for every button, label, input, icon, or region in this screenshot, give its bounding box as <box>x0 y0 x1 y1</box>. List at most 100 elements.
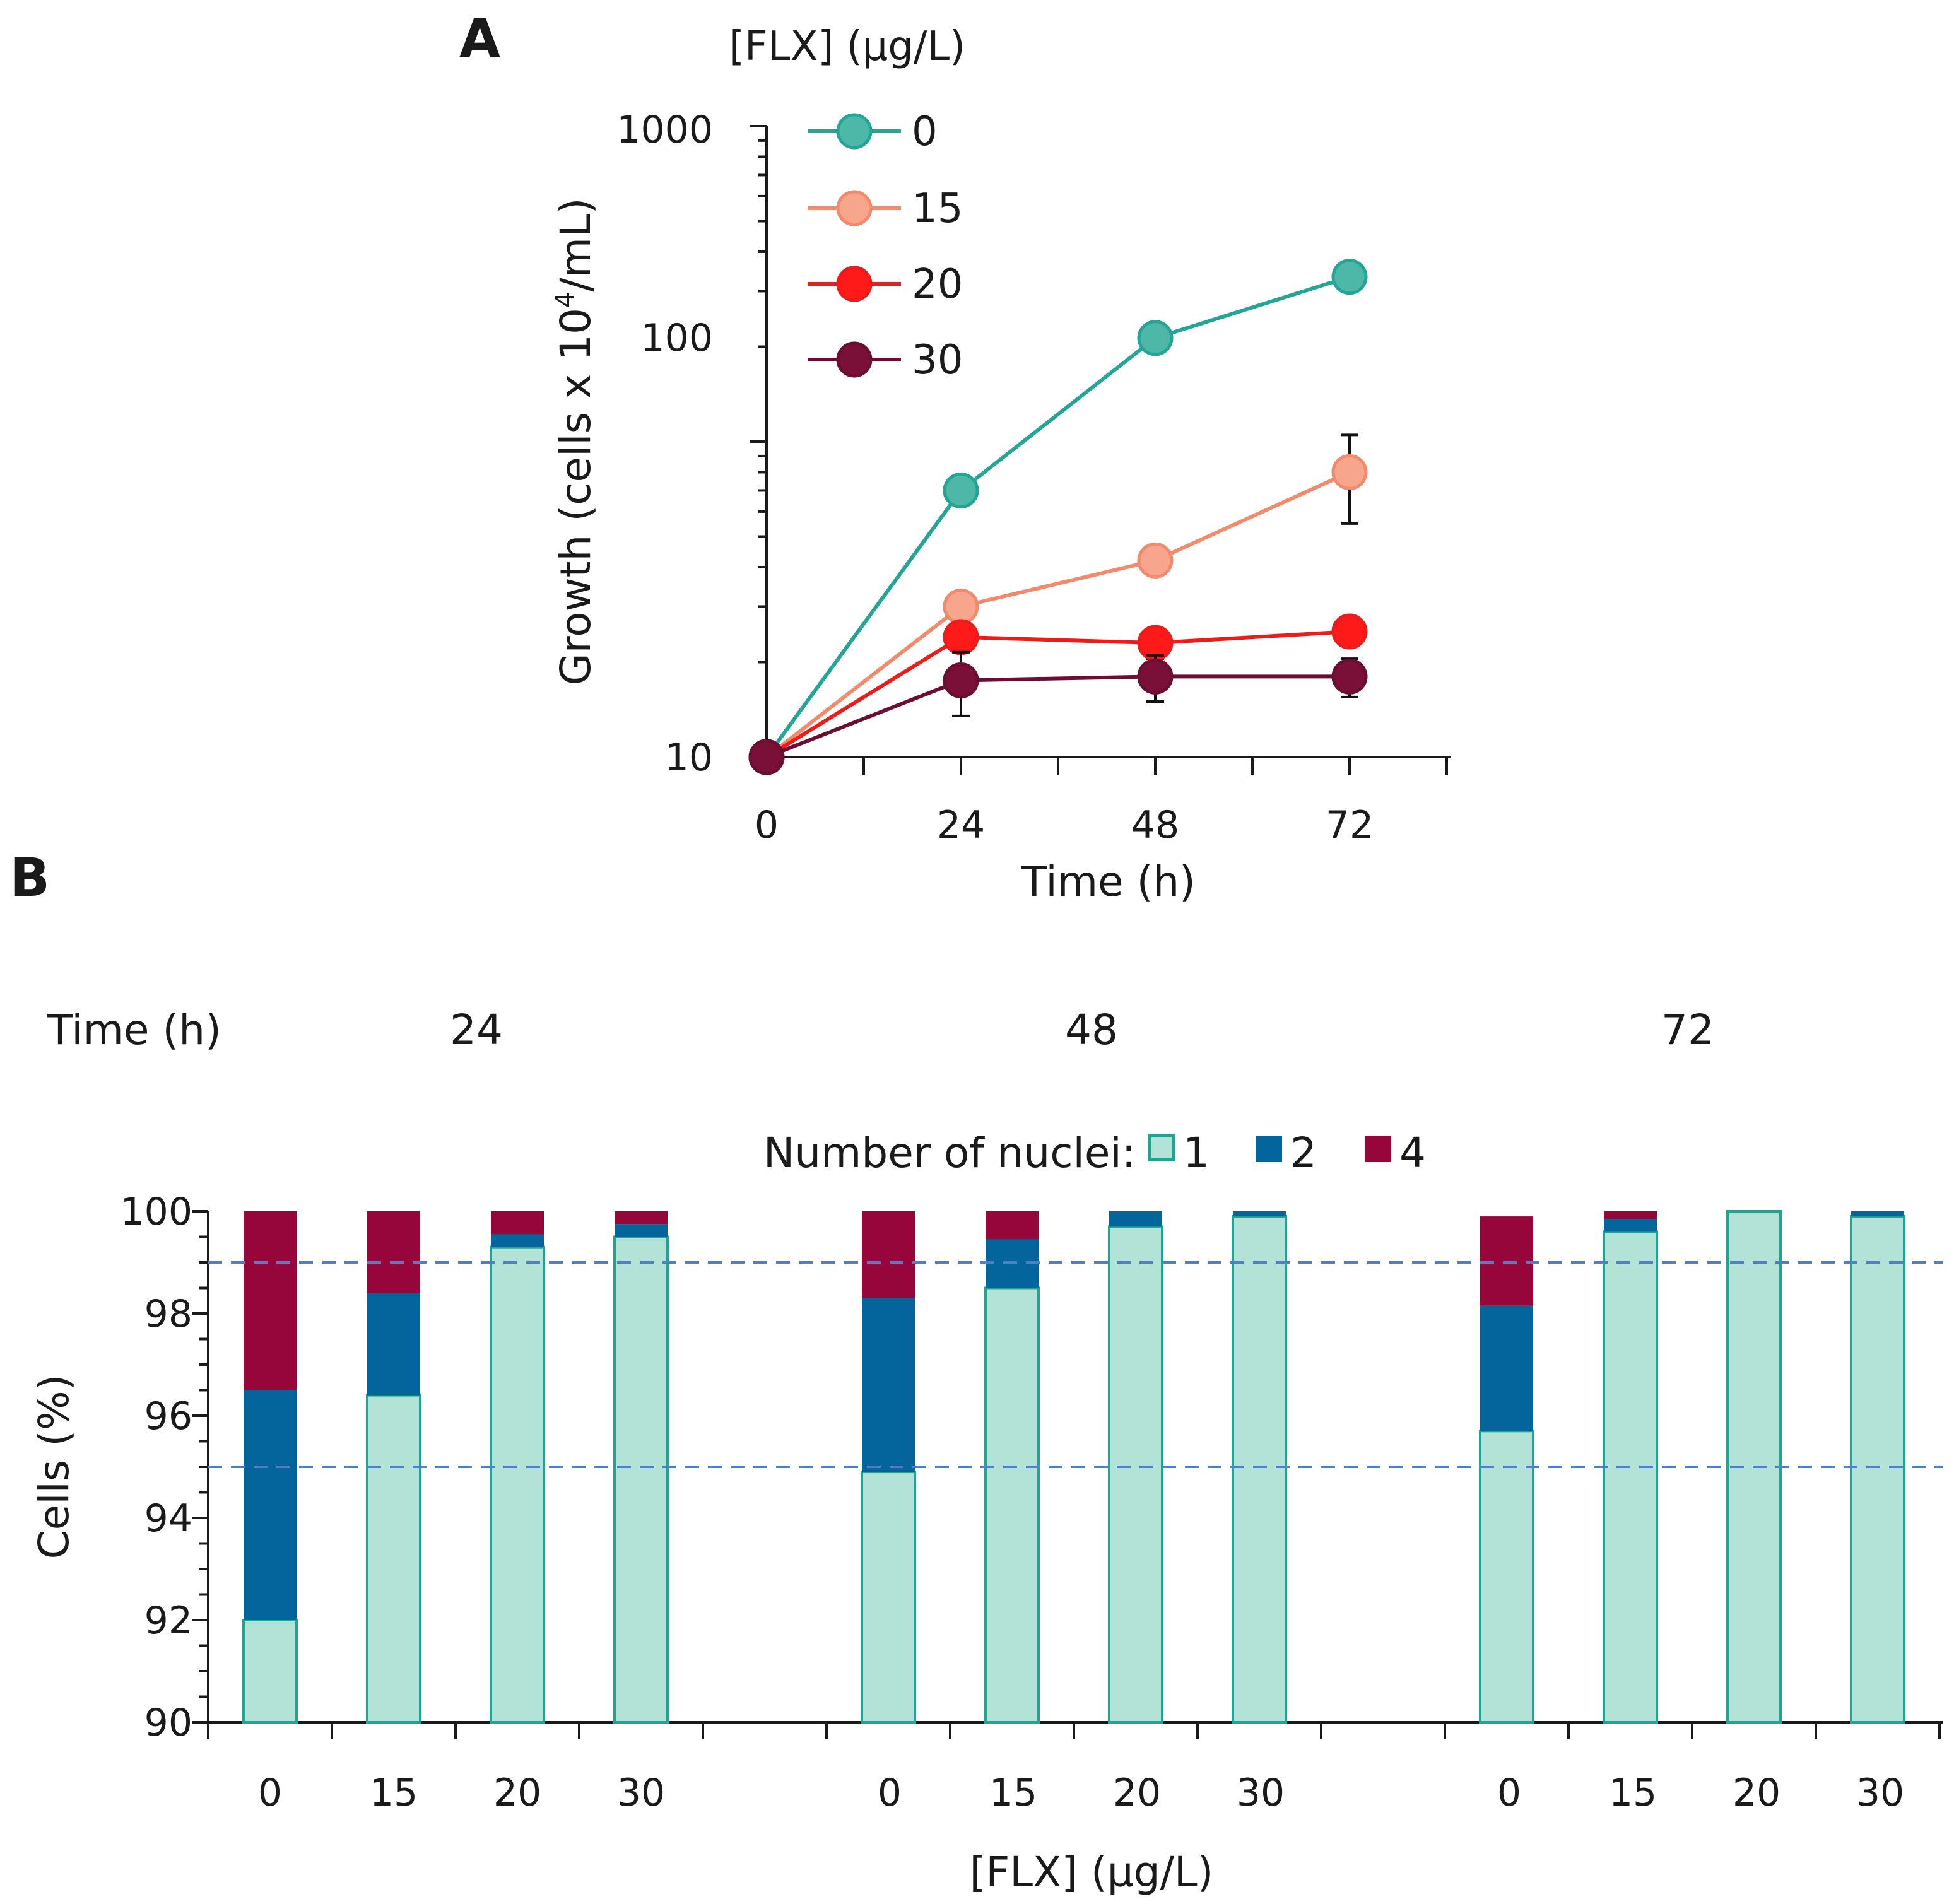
b-group-label: 72 <box>1661 1006 1714 1054</box>
legend-label-nuclei-2: 2 <box>1290 1129 1317 1177</box>
panel-a-series <box>748 259 1368 775</box>
series-15-point <box>943 588 979 625</box>
a-y-axis-title: Growth (cells x 104/mL) <box>551 197 600 685</box>
b-category-label: 20 <box>493 1771 541 1815</box>
series-15-point <box>1137 542 1174 579</box>
series-20-point <box>943 619 979 655</box>
bar-48h-15-nuclei-2 <box>986 1239 1039 1288</box>
panel-a-legend: [FLX] (µg/L) 0 15 20 30 <box>729 23 965 384</box>
panel-b-legend: Number of nuclei: 1 2 4 <box>763 1129 1426 1177</box>
panel-b-letter: B <box>9 847 50 908</box>
legend-label-nuclei-4: 4 <box>1399 1129 1426 1177</box>
legend-swatch-nuclei-4 <box>1365 1136 1391 1162</box>
series-0-point <box>1331 259 1368 295</box>
panel-b-x-ticks <box>207 1722 1941 1739</box>
bar-72h-0-nuclei-2 <box>1480 1305 1533 1431</box>
b-y-tick-label: 96 <box>144 1394 192 1438</box>
series-30-point <box>1137 658 1174 695</box>
panel-b-reference-lines <box>208 1261 1943 1468</box>
a-x-axis-title: Time (h) <box>1021 857 1196 906</box>
legend-a-label-0: 0 <box>912 109 938 155</box>
series-30-line <box>765 674 1350 759</box>
bar-24h-15-nuclei-2 <box>367 1293 420 1396</box>
bar-48h-0-nuclei-2 <box>862 1298 915 1472</box>
bar-72h-15-nuclei-2 <box>1604 1219 1657 1232</box>
legend-b-title: Number of nuclei: <box>763 1129 1136 1177</box>
bar-24h-20-nuclei-2 <box>491 1234 544 1247</box>
b-group-label: 24 <box>450 1006 503 1054</box>
b-y-tick-label: 90 <box>144 1701 192 1745</box>
b-y-tick-label: 92 <box>144 1599 192 1643</box>
bar-48h-20-nuclei-1 <box>1108 1225 1163 1724</box>
bar-24h-0-nuclei-1 <box>242 1619 298 1724</box>
b-category-label: 15 <box>989 1771 1037 1815</box>
bar-24h-0-nuclei-4 <box>244 1211 297 1390</box>
bar-72h-15-nuclei-1 <box>1603 1230 1658 1724</box>
series-30-point <box>1331 658 1368 695</box>
legend-swatch-nuclei-2 <box>1256 1136 1282 1162</box>
bar-24h-30-nuclei-1 <box>613 1235 669 1724</box>
b-category-label: 0 <box>878 1771 902 1815</box>
bar-48h-30-nuclei-2 <box>1233 1211 1286 1217</box>
b-category-label: 30 <box>617 1771 665 1815</box>
a-y-title-main: Growth (cells x 10 <box>551 308 600 686</box>
bar-48h-0-nuclei-4 <box>862 1211 915 1298</box>
legend-a-label-30: 30 <box>912 337 963 384</box>
bar-24h-15-nuclei-1 <box>366 1394 421 1724</box>
bar-72h-30-nuclei-1 <box>1850 1215 1905 1724</box>
series-20-point <box>1331 613 1368 650</box>
bar-48h-0-nuclei-1 <box>861 1471 916 1724</box>
a-y-tick-label: 100 <box>640 316 713 360</box>
bar-72h-15-nuclei-4 <box>1604 1211 1657 1219</box>
legend-a-marker-15 <box>836 190 873 226</box>
legend-a-marker-0 <box>836 113 873 150</box>
b-x-axis-title: [FLX] (µg/L) <box>970 1848 1214 1896</box>
bar-24h-20-nuclei-1 <box>490 1245 545 1724</box>
bar-24h-15-nuclei-4 <box>367 1211 420 1293</box>
panel-a-letter: A <box>459 8 500 69</box>
b-y-tick-label: 94 <box>144 1496 192 1541</box>
bar-48h-15-nuclei-4 <box>986 1211 1039 1240</box>
series-20-line <box>765 630 1350 759</box>
b-category-label: 30 <box>1237 1771 1285 1815</box>
b-category-label: 15 <box>370 1771 418 1815</box>
series-30-point <box>748 739 785 775</box>
legend-swatch-nuclei-1 <box>1148 1134 1175 1161</box>
b-category-label: 15 <box>1609 1771 1657 1815</box>
b-category-label: 30 <box>1856 1771 1904 1815</box>
b-category-label: 0 <box>258 1771 282 1815</box>
panel-b: B Time (h) 24 48 72 Number of nuclei: 1 … <box>9 847 1943 1896</box>
series-0-point <box>943 472 979 508</box>
b-y-tick-label: 98 <box>144 1292 192 1336</box>
panel-b-y-ticks <box>192 1210 208 1724</box>
bar-48h-15-nuclei-1 <box>984 1286 1040 1724</box>
bar-72h-0-nuclei-1 <box>1479 1430 1534 1724</box>
series-15-line <box>765 470 1351 759</box>
legend-a-label-15: 15 <box>912 185 963 232</box>
a-y-tick-label: 10 <box>665 736 713 780</box>
b-y-axis-title: Cells (%) <box>30 1375 78 1560</box>
legend-a-title: [FLX] (µg/L) <box>729 23 965 70</box>
a-y-title-sup: 4 <box>551 292 580 308</box>
a-x-tick-label: 48 <box>1131 803 1179 847</box>
bar-72h-30-nuclei-2 <box>1851 1211 1904 1217</box>
b-y-tick-label: 100 <box>120 1190 192 1234</box>
series-0-point <box>1137 320 1174 356</box>
bar-72h-0-nuclei-4 <box>1480 1216 1533 1306</box>
b-category-label: 20 <box>1113 1771 1161 1815</box>
a-x-tick-label: 0 <box>755 803 779 847</box>
series-15-point <box>1331 454 1368 490</box>
a-x-tick-label: 24 <box>937 803 985 847</box>
bar-48h-30-nuclei-1 <box>1232 1215 1287 1724</box>
a-x-tick-label: 72 <box>1326 803 1374 847</box>
b-group-title: Time (h) <box>47 1006 221 1054</box>
b-group-label: 48 <box>1065 1006 1118 1054</box>
b-category-labels: 0 15 20 30 0 15 20 30 0 15 20 30 <box>258 1771 1904 1815</box>
legend-label-nuclei-1: 1 <box>1183 1129 1209 1177</box>
a-y-title-end: /mL) <box>551 197 600 291</box>
b-category-label: 20 <box>1733 1771 1780 1815</box>
bar-48h-20-nuclei-2 <box>1109 1211 1162 1227</box>
bar-24h-30-nuclei-4 <box>615 1211 668 1225</box>
panel-b-bars <box>242 1210 1905 1724</box>
